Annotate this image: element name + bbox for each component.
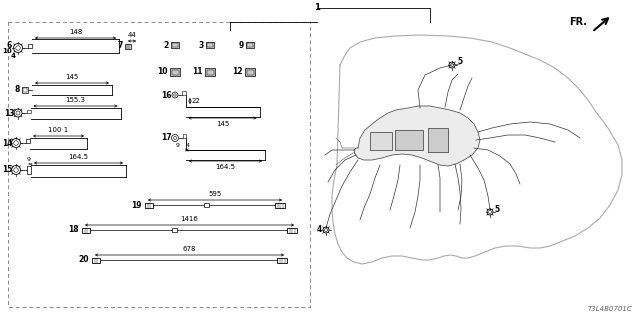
Text: 1416: 1416	[180, 216, 198, 222]
Bar	[22, 87, 28, 93]
Text: 148: 148	[69, 29, 82, 35]
Text: 4: 4	[186, 143, 190, 148]
Bar	[172, 228, 177, 232]
Bar	[428, 128, 448, 152]
Bar	[277, 258, 287, 262]
Bar	[82, 228, 90, 233]
Text: 10: 10	[3, 48, 12, 54]
Text: 19: 19	[131, 201, 142, 210]
Bar	[125, 44, 131, 49]
Text: FR.: FR.	[569, 17, 587, 27]
Text: 1: 1	[314, 4, 320, 12]
Bar	[246, 42, 254, 48]
Text: 20: 20	[79, 255, 89, 265]
Text: 17: 17	[161, 133, 172, 142]
Text: 145: 145	[65, 74, 79, 80]
Bar	[182, 91, 186, 95]
Bar	[182, 134, 186, 138]
Bar	[207, 43, 213, 47]
Bar	[172, 69, 179, 75]
Text: 15: 15	[3, 165, 13, 174]
Text: 4: 4	[317, 226, 322, 235]
Bar	[245, 68, 255, 76]
Bar	[204, 203, 209, 207]
Text: 678: 678	[183, 246, 196, 252]
Bar	[206, 42, 214, 48]
Text: 14: 14	[3, 139, 13, 148]
Text: 12: 12	[232, 68, 243, 76]
Bar	[170, 68, 180, 76]
Text: 11: 11	[193, 68, 203, 76]
Bar	[26, 139, 30, 143]
Bar	[395, 130, 423, 150]
Polygon shape	[354, 106, 480, 166]
Bar	[8, 22, 310, 307]
Text: 22: 22	[192, 98, 201, 104]
Text: 44: 44	[127, 32, 136, 38]
Text: 9: 9	[239, 41, 244, 50]
Bar	[247, 43, 253, 47]
Bar	[27, 109, 31, 113]
Text: 16: 16	[161, 91, 172, 100]
Bar	[246, 69, 253, 75]
Text: 10: 10	[157, 68, 168, 76]
Text: 6: 6	[7, 41, 12, 50]
Text: 8: 8	[15, 85, 20, 94]
Text: 5: 5	[457, 58, 462, 67]
Text: 5: 5	[494, 205, 499, 214]
Text: T3L4B0701C: T3L4B0701C	[588, 306, 632, 312]
Text: 4: 4	[11, 53, 16, 59]
Text: 100 1: 100 1	[49, 127, 68, 133]
Text: 9: 9	[27, 157, 31, 162]
Bar	[172, 43, 178, 47]
Bar	[171, 42, 179, 48]
Bar	[287, 228, 297, 233]
Text: 164.5: 164.5	[216, 164, 236, 170]
Bar	[23, 88, 27, 92]
Bar	[145, 203, 153, 207]
Text: 164.5: 164.5	[68, 154, 88, 160]
Text: 3: 3	[199, 41, 204, 50]
Bar	[207, 69, 214, 75]
Text: 7: 7	[118, 42, 123, 51]
Text: 18: 18	[68, 226, 79, 235]
Text: 595: 595	[209, 191, 221, 197]
Bar	[27, 166, 31, 174]
Bar	[205, 68, 215, 76]
Bar	[275, 203, 285, 207]
Bar	[28, 44, 32, 48]
Text: 2: 2	[164, 41, 169, 50]
Bar	[92, 258, 100, 262]
Text: 9: 9	[176, 143, 180, 148]
Text: 155.3: 155.3	[65, 97, 86, 103]
Text: 13: 13	[4, 108, 15, 117]
Text: 145: 145	[216, 121, 229, 127]
Bar	[370, 132, 392, 150]
